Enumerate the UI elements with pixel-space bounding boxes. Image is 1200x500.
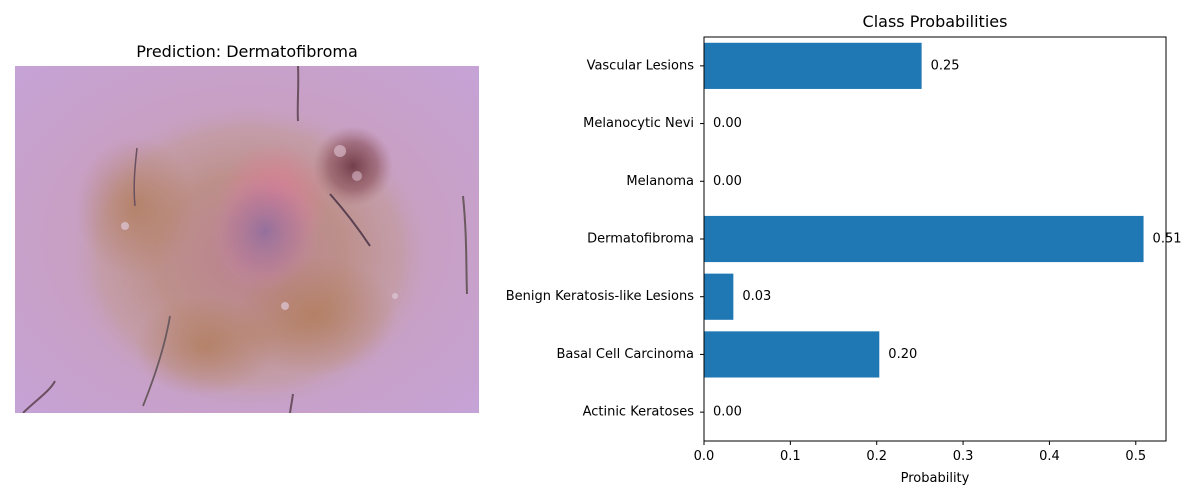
y-tick-label: Dermatofibroma (587, 232, 694, 247)
skin-lesion-image (15, 66, 479, 413)
bar-value-label: 0.25 (931, 58, 960, 73)
value-labels-layer: 0.00 0.20 0.03 0.51 0.00 0.00 0.25 (713, 58, 1182, 419)
bar-value-label: 0.00 (713, 174, 742, 189)
y-tick-label: Melanoma (626, 174, 694, 189)
x-axis-label: Probability (901, 471, 970, 486)
image-title: Prediction: Dermatofibroma (136, 42, 358, 61)
x-tick-label: 0.3 (953, 449, 974, 464)
x-tick-label: 0.5 (1125, 449, 1146, 464)
y-tick-label: Basal Cell Carcinoma (557, 347, 694, 362)
bar (704, 42, 922, 89)
x-tick-label: 0.1 (780, 449, 801, 464)
skin-lesion-photo (15, 66, 479, 413)
bar-value-label: 0.51 (1153, 232, 1182, 247)
x-tick-label: 0.0 (694, 449, 715, 464)
y-ticks-layer: Actinic Keratoses Basal Cell Carcinoma Ben… (506, 58, 704, 420)
bar (704, 331, 880, 378)
bar (704, 273, 734, 320)
bars-layer (704, 42, 1144, 378)
bar-value-label: 0.00 (713, 405, 742, 420)
y-tick-label: Melanocytic Nevi (583, 116, 694, 131)
y-tick-label: Vascular Lesions (587, 58, 695, 73)
x-tick-label: 0.2 (866, 449, 887, 464)
bar-value-label: 0.03 (742, 289, 771, 304)
bar-value-label: 0.00 (713, 116, 742, 131)
bar-value-label: 0.20 (888, 347, 917, 362)
y-tick-label: Actinic Keratoses (583, 405, 695, 420)
x-ticks-layer: 0.0 0.1 0.2 0.3 0.4 0.5 (694, 441, 1146, 464)
y-tick-label: Benign Keratosis-like Lesions (506, 289, 694, 304)
x-tick-label: 0.4 (1039, 449, 1060, 464)
bar (704, 215, 1144, 263)
chart-title: Class Probabilities (862, 12, 1008, 31)
